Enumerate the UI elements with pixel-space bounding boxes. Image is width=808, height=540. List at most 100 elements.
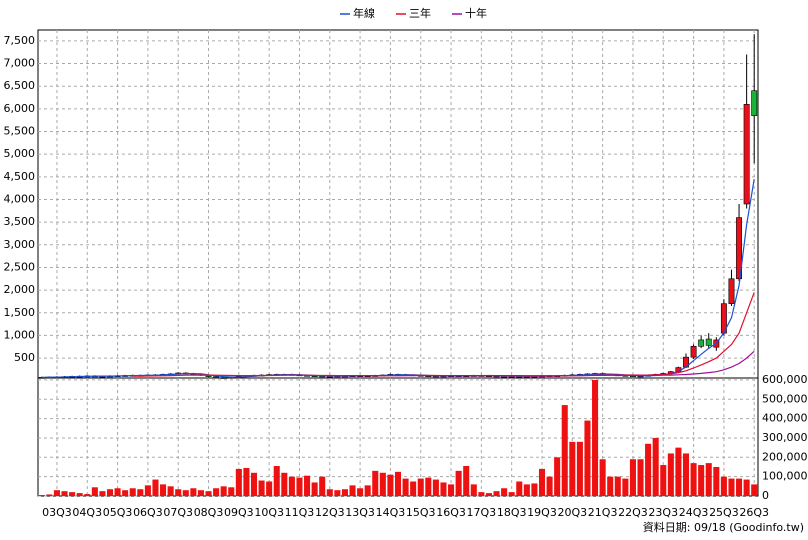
volume-bar: [538, 468, 546, 496]
volume-bar: [46, 494, 53, 496]
candle-body: [743, 104, 750, 205]
volume-bar: [682, 453, 690, 496]
volume-bar: [250, 472, 258, 496]
volume-bar: [493, 491, 500, 496]
y-tick-label: 6,000: [4, 102, 36, 115]
volume-bar: [478, 492, 485, 496]
x-tick-label: 17Q3: [467, 506, 497, 519]
volume-bar: [53, 490, 60, 496]
volume-bar: [743, 479, 750, 496]
volume-bar: [736, 478, 743, 496]
volume-bar: [751, 484, 758, 496]
y-tick-label: 500: [14, 351, 35, 364]
y-tick-label: 2,500: [4, 260, 36, 273]
candle-body: [705, 338, 712, 346]
y-tick-label: 1,000: [4, 328, 36, 341]
y2-tick-label: 100,000: [762, 470, 808, 483]
x-tick-label: 05Q3: [103, 506, 133, 519]
y-tick-label: 6,500: [4, 79, 36, 92]
volume-bar: [599, 459, 606, 496]
volume-bar: [622, 478, 629, 496]
ma-line: [132, 292, 755, 377]
y-tick-label: 3,000: [4, 238, 36, 251]
x-tick-label: 13Q3: [345, 506, 375, 519]
candle-body: [728, 278, 735, 304]
volume-bar: [629, 459, 636, 496]
volume-bar: [220, 486, 227, 496]
volume-bar: [319, 476, 326, 496]
x-tick-label: 09Q3: [224, 506, 254, 519]
volume-bar: [508, 492, 515, 496]
volume-bar: [372, 470, 379, 496]
volume-bar: [99, 491, 106, 496]
volume-bar: [266, 481, 273, 496]
x-tick-label: 15Q3: [406, 506, 436, 519]
volume-bar: [114, 488, 121, 496]
volume-bar: [205, 491, 212, 496]
legend-label: 十年: [465, 6, 487, 20]
y-tick-label: 3,500: [4, 215, 36, 228]
volume-bar: [387, 474, 394, 496]
volume-bar: [137, 489, 144, 496]
volume-bar: [334, 490, 341, 496]
volume-bar: [258, 480, 265, 496]
volume-bar: [190, 488, 197, 496]
volume-bar: [160, 484, 167, 496]
volume-bar: [576, 441, 583, 496]
volume-bar: [410, 481, 417, 496]
x-tick-label: 21Q3: [588, 506, 618, 519]
candle-body: [736, 217, 743, 280]
volume-bar: [501, 488, 508, 496]
volume-bar: [122, 490, 129, 496]
y-tick-label: 2,000: [4, 283, 36, 296]
volume-bar: [614, 476, 621, 496]
y2-tick-label: 0: [762, 489, 769, 502]
y-tick-label: 4,000: [4, 192, 36, 205]
x-tick-label: 03Q3: [42, 506, 72, 519]
x-tick-label: 10Q3: [254, 506, 284, 519]
volume-bar: [463, 466, 470, 496]
volume-bar: [607, 476, 614, 496]
volume-bar: [645, 443, 652, 496]
volume-bar: [728, 478, 735, 496]
volume-bar: [523, 484, 530, 496]
volume-bar: [91, 487, 98, 496]
legend-label: 三年: [409, 6, 431, 20]
volume-bar: [341, 489, 348, 496]
volume-bar: [106, 489, 114, 496]
volume-bar: [417, 478, 424, 496]
x-tick-label: 14Q3: [376, 506, 406, 519]
volume-bar: [349, 485, 356, 496]
volume-bar: [675, 447, 682, 496]
x-tick-label: 16Q3: [436, 506, 466, 519]
volume-bar: [440, 482, 447, 496]
volume-bar: [569, 441, 576, 496]
volume-bar: [705, 463, 712, 496]
candle-body: [690, 345, 697, 358]
volume-bar: [364, 485, 371, 496]
x-tick-label: 04Q3: [72, 506, 102, 519]
volume-bar: [379, 472, 386, 496]
volume-bar: [311, 482, 318, 496]
volume-bar: [38, 495, 45, 496]
y-tick-label: 4,500: [4, 170, 36, 183]
volume-bar: [698, 465, 705, 496]
volume-bar: [485, 493, 492, 496]
volume-bar: [546, 476, 553, 496]
price-frame: [37, 29, 759, 379]
volume-bar: [243, 467, 250, 496]
x-tick-label: 24Q3: [679, 506, 709, 519]
candle-body: [751, 90, 758, 116]
volume-bar: [720, 476, 727, 496]
volume-bar: [425, 477, 432, 496]
x-tick-label: 12Q3: [315, 506, 345, 519]
volume-bar: [667, 453, 674, 496]
y-tick-label: 5,500: [4, 125, 36, 138]
volume-bar: [304, 475, 311, 496]
volume-bar: [660, 465, 667, 496]
candle-body: [213, 376, 220, 378]
volume-bar: [167, 486, 174, 496]
volume-bar: [531, 483, 538, 496]
volume-bar: [281, 472, 288, 496]
